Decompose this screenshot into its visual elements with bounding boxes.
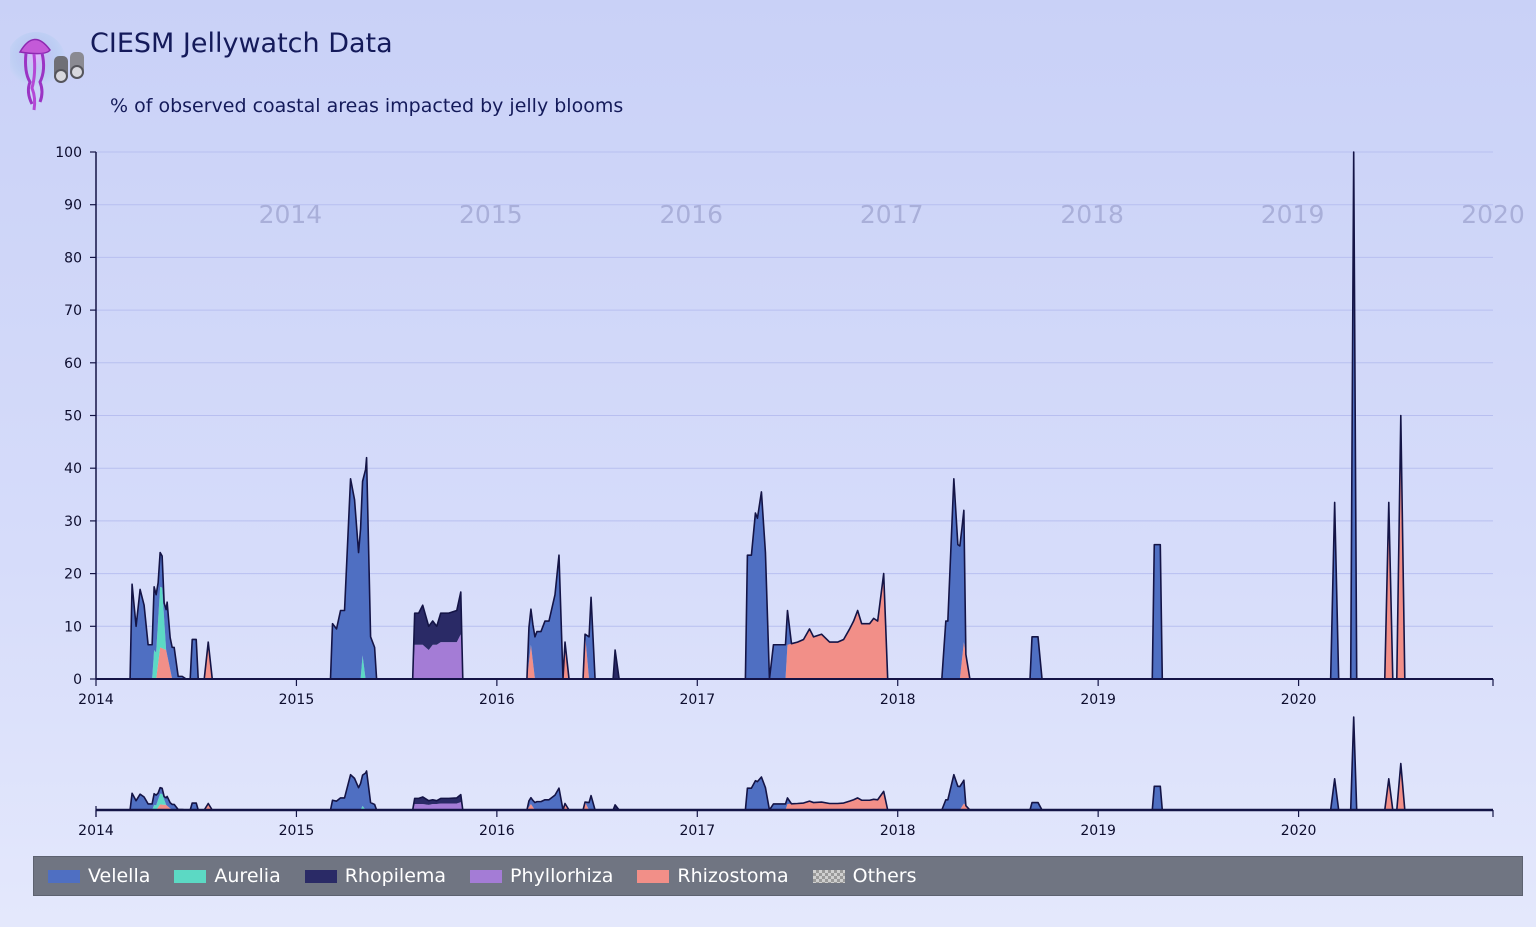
year-watermark-2017: 2017 — [860, 200, 924, 229]
main-area-phyllorhiza — [96, 415, 1491, 679]
main-area-aurelia — [96, 415, 1491, 679]
y-tick-label-90: 90 — [64, 198, 82, 214]
navigator-x-tick-label-2019: 2019 — [1080, 823, 1116, 839]
legend-label: Aurelia — [214, 865, 281, 887]
y-tick-label-70: 70 — [64, 303, 82, 319]
year-watermark-2016: 2016 — [659, 200, 723, 229]
x-tick-label-2017: 2017 — [679, 692, 715, 708]
navigator-total-outline — [96, 716, 1491, 811]
year-watermark-2015: 2015 — [459, 200, 523, 229]
aurelia-swatch — [174, 869, 207, 883]
x-tick-label-2016: 2016 — [479, 692, 515, 708]
legend-label: Rhopilema — [344, 865, 447, 887]
legend-item-velella[interactable]: Velella — [48, 865, 150, 887]
y-tick-label-0: 0 — [73, 672, 82, 688]
velella-swatch — [48, 869, 80, 883]
year-watermarks: 2014 2015 2016 2017 2018 2019 2020 — [259, 200, 1525, 229]
main-total-outline — [96, 151, 1491, 680]
x-tick-label-2014: 2014 — [78, 692, 114, 708]
y-tick-label-100: 100 — [55, 145, 82, 161]
year-watermark-2020: 2020 — [1461, 200, 1525, 229]
chart-subtitle: % of observed coastal areas impacted by … — [110, 95, 624, 117]
legend-label: Velella — [88, 865, 151, 887]
navigator-x-tick-label-2020: 2020 — [1281, 823, 1317, 839]
legend-item-aurelia[interactable]: Aurelia — [174, 865, 281, 887]
others-swatch — [812, 869, 845, 883]
legend-item-rhizostoma[interactable]: Rhizostoma — [637, 865, 789, 887]
main-area-rhopilema — [96, 415, 1491, 679]
y-tick-label-40: 40 — [64, 461, 82, 477]
y-tick-label-60: 60 — [64, 356, 82, 372]
y-tick-label-30: 30 — [64, 514, 82, 530]
year-watermark-2019: 2019 — [1261, 200, 1325, 229]
x-tick-label-2018: 2018 — [880, 692, 916, 708]
legend-label: Rhizostoma — [677, 865, 789, 887]
navigator-area-velella — [96, 717, 1491, 810]
rhopilema-swatch — [304, 869, 337, 883]
main-axes: 0 10 20 30 40 50 60 70 80 90 100 2014 2015 2016 2017 20… — [55, 145, 1494, 708]
main-area-plot — [96, 151, 1491, 680]
legend-item-phyllorhiza[interactable]: Phyllorhiza — [470, 865, 613, 887]
navigator-area-plot[interactable] — [96, 716, 1491, 811]
legend-label: Others — [852, 865, 917, 887]
x-tick-label-2019: 2019 — [1080, 692, 1116, 708]
y-tick-label-80: 80 — [64, 250, 82, 266]
y-tick-label-20: 20 — [64, 567, 82, 583]
app-title: CIESM Jellywatch Data — [90, 28, 393, 59]
navigator-x-tick-label-2015: 2015 — [279, 823, 315, 839]
x-tick-label-2020: 2020 — [1281, 692, 1317, 708]
jellywatch-chart[interactable]: 2014 2015 2016 2017 2018 2019 2020 0 10 20 30 40 50… — [0, 0, 1536, 850]
y-tick-label-50: 50 — [64, 409, 82, 425]
navigator-x-tick-label-2016: 2016 — [479, 823, 515, 839]
grid-lines — [96, 151, 1493, 627]
legend-label: Phyllorhiza — [510, 865, 614, 887]
jellyfish-binoculars-logo — [6, 22, 90, 114]
year-watermark-2014: 2014 — [259, 200, 323, 229]
legend: Velella Aurelia Rhopilema Phyllorhiza Rh… — [33, 856, 1523, 896]
navigator-x-tick-label-2017: 2017 — [679, 823, 715, 839]
year-watermark-2018: 2018 — [1060, 200, 1124, 229]
legend-item-others[interactable]: Others — [812, 865, 917, 887]
navigator-x-tick-label-2014: 2014 — [78, 823, 114, 839]
x-tick-label-2015: 2015 — [279, 692, 315, 708]
legend-item-rhopilema[interactable]: Rhopilema — [304, 865, 447, 887]
navigator-x-tick-label-2018: 2018 — [880, 823, 916, 839]
phyllorhiza-swatch — [470, 869, 503, 883]
rhizostoma-swatch — [637, 869, 670, 883]
navigator-axis: 2014 2015 2016 2017 2018 2019 2020 — [78, 806, 1494, 839]
y-tick-label-10: 10 — [64, 619, 82, 635]
main-area-rhizostoma — [96, 415, 1491, 679]
